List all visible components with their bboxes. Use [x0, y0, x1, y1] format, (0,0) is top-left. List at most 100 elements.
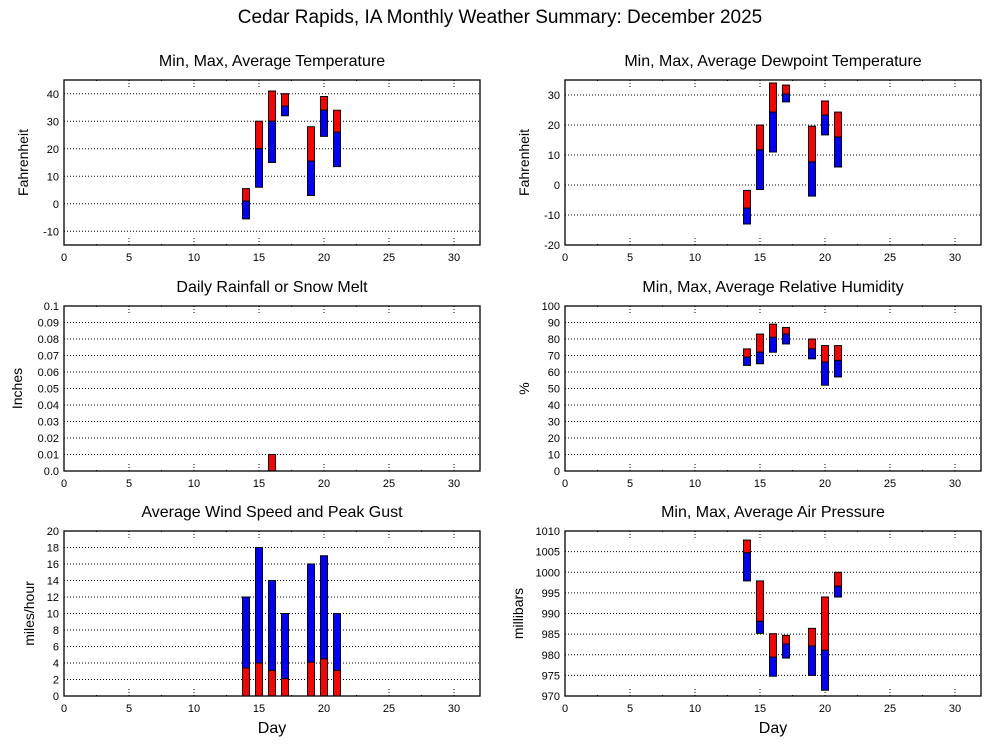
- pressure-bar-upper-day-14: [743, 539, 751, 554]
- wind-chart: Average Wind Speed and Peak Gust 0 2 4 6 8 10 1…: [21, 504, 481, 737]
- dewpoint-bar-upper-day-14: [743, 189, 751, 209]
- wind-bar-average-wind-speed-day-20: [320, 658, 328, 697]
- dewpoint-bar-upper-day-21: [834, 111, 842, 138]
- humidity-bar-upper-day-15: [756, 333, 764, 353]
- pressure-xtick-label: 30: [949, 703, 961, 715]
- humidity-ylabel: %: [516, 382, 532, 394]
- wind-ytick-label: 10: [47, 609, 59, 621]
- pressure-bar-upper-day-21: [834, 571, 842, 587]
- wind-ytick-label: 14: [47, 576, 59, 588]
- rainfall-ytick-label: 0.03: [38, 417, 59, 429]
- rainfall-xtick-label: 0: [61, 478, 67, 490]
- temperature-bar-lower-day-15: [255, 148, 263, 188]
- rainfall-plot-frame: [63, 305, 481, 472]
- humidity-chart: Min, Max, Average Relative Humidity 0 10 20…: [516, 279, 982, 490]
- wind-ytick-label: 0: [53, 691, 59, 703]
- humidity-ytick-label: 90: [548, 318, 560, 330]
- humidity-plot-frame: [564, 305, 982, 472]
- pressure-bar-lower-day-15: [756, 620, 764, 634]
- humidity-ytick-label: 20: [548, 433, 560, 445]
- dewpoint-xtick-label: 0: [562, 252, 568, 264]
- wind-ytick-label: 2: [53, 675, 59, 687]
- rainfall-ytick-label: 0.01: [38, 450, 59, 462]
- pressure-ytick-label: 1005: [536, 547, 560, 559]
- pressure-title: Min, Max, Average Air Pressure: [661, 504, 885, 521]
- dewpoint-bar-lower-day-20: [821, 114, 829, 136]
- humidity-bar-upper-day-16: [769, 323, 777, 338]
- pressure-xlabel: Day: [759, 720, 787, 737]
- dewpoint-bar-lower-day-17: [782, 93, 790, 103]
- rainfall-ytick-label: 0.1: [44, 301, 59, 313]
- pressure-ytick-label: 975: [542, 670, 560, 682]
- dewpoint-ytick-label: 0: [554, 180, 560, 192]
- temperature-bar-lower-day-19: [307, 160, 315, 196]
- wind-bar-average-wind-speed-day-14: [242, 667, 250, 697]
- pressure-bar-upper-day-19: [808, 627, 816, 647]
- temperature-xtick-label: 30: [448, 252, 460, 264]
- humidity-ytick-label: 60: [548, 367, 560, 379]
- temperature-bar-upper-day-19: [307, 126, 315, 162]
- humidity-bar-lower-day-19: [808, 348, 816, 360]
- humidity-title: Min, Max, Average Relative Humidity: [642, 279, 903, 296]
- wind-ytick-label: 18: [47, 543, 59, 555]
- dewpoint-xtick-label: 15: [754, 252, 766, 264]
- dewpoint-chart: Min, Max, Average Dewpoint Temperature -2…: [516, 53, 982, 264]
- wind-bar-average-wind-speed-day-16: [268, 669, 276, 697]
- temperature-bar-lower-day-20: [320, 109, 328, 137]
- dewpoint-bar-lower-day-16: [769, 111, 777, 153]
- pressure-xtick-label: 15: [754, 703, 766, 715]
- humidity-ytick-label: 80: [548, 334, 560, 346]
- humidity-ytick-label: 70: [548, 351, 560, 363]
- humidity-bar-lower-day-17: [782, 333, 790, 345]
- dewpoint-ylabel: Fahrenheit: [516, 129, 532, 196]
- humidity-bar-lower-day-14: [743, 356, 751, 366]
- rainfall-ytick-label: 0.05: [38, 384, 59, 396]
- dewpoint-ytick-label: -10: [544, 210, 560, 222]
- dewpoint-bar-upper-day-16: [769, 82, 777, 113]
- temperature-xtick-label: 5: [126, 252, 132, 264]
- humidity-ytick-label: 0: [554, 466, 560, 478]
- humidity-xtick-label: 5: [627, 478, 633, 490]
- temperature-ytick-label: 0: [53, 199, 59, 211]
- pressure-ytick-label: 985: [542, 629, 560, 641]
- pressure-ytick-label: 1000: [536, 567, 560, 579]
- humidity-bar-lower-day-15: [756, 351, 764, 365]
- wind-bar-average-wind-speed-day-17: [281, 678, 289, 697]
- humidity-ytick-label: 100: [542, 301, 560, 313]
- rainfall-bar-day-16: [268, 454, 276, 472]
- rainfall-ytick-label: 0.08: [38, 334, 59, 346]
- pressure-xtick-label: 10: [689, 703, 701, 715]
- humidity-ytick-label: 10: [548, 450, 560, 462]
- rainfall-xtick-label: 20: [318, 478, 330, 490]
- wind-xlabel: Day: [258, 720, 286, 737]
- temperature-title: Min, Max, Average Temperature: [159, 53, 385, 70]
- pressure-xtick-label: 20: [819, 703, 831, 715]
- dewpoint-bar-lower-day-15: [756, 149, 764, 190]
- humidity-bar-upper-day-14: [743, 348, 751, 358]
- wind-bar-average-wind-speed-day-21: [333, 669, 341, 697]
- pressure-bar-lower-day-14: [743, 552, 751, 582]
- pressure-bar-lower-day-16: [769, 656, 777, 677]
- pressure-ylabel: millibars: [510, 588, 526, 639]
- wind-ytick-label: 20: [47, 526, 59, 538]
- temperature-bar-lower-day-17: [281, 105, 289, 117]
- humidity-bar-upper-day-19: [808, 338, 816, 350]
- humidity-xtick-label: 0: [562, 478, 568, 490]
- dewpoint-xtick-label: 30: [949, 252, 961, 264]
- temperature-bar-lower-day-21: [333, 131, 341, 168]
- humidity-bar-lower-day-16: [769, 336, 777, 353]
- wind-xtick-label: 25: [383, 703, 395, 715]
- pressure-bar-lower-day-20: [821, 649, 829, 691]
- wind-ytick-label: 6: [53, 642, 59, 654]
- rainfall-ytick-label: 0.09: [38, 318, 59, 330]
- humidity-bar-upper-day-17: [782, 326, 790, 335]
- pressure-bar-lower-day-17: [782, 643, 790, 659]
- temperature-bar-upper-day-21: [333, 109, 341, 133]
- dewpoint-bar-upper-day-17: [782, 84, 790, 95]
- dewpoint-bar-lower-day-21: [834, 136, 842, 168]
- pressure-bar-upper-day-17: [782, 634, 790, 645]
- rainfall-xtick-label: 25: [383, 478, 395, 490]
- rainfall-xtick-label: 10: [188, 478, 200, 490]
- humidity-bar-lower-day-20: [821, 361, 829, 386]
